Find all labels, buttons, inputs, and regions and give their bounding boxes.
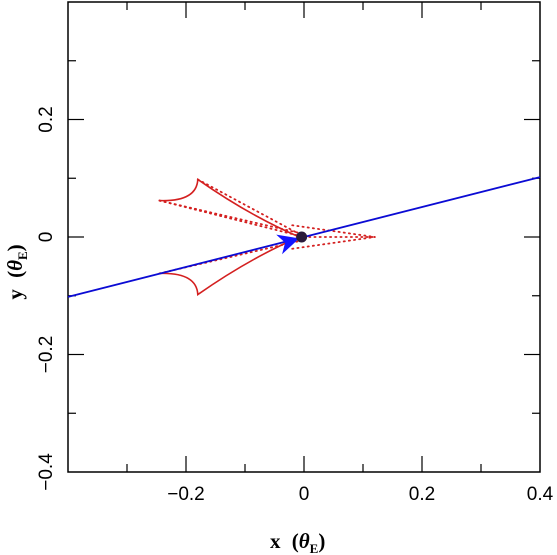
dotted-ray — [158, 199, 305, 238]
y-tick-label: −0.2 — [36, 336, 57, 374]
x-axis-label-sub: E — [310, 541, 319, 555]
x-tick-label: 0.2 — [409, 484, 435, 505]
y-tick-label: 0.2 — [36, 106, 57, 132]
y-axis-label-symbol: θ — [3, 260, 27, 271]
caustic-dots — [158, 199, 305, 235]
x-axis-label: x (θE) — [270, 529, 325, 555]
dotted-ray — [291, 236, 376, 250]
y-axis-label: y (θE) — [3, 244, 30, 299]
y-axis-label-sub: E — [15, 251, 30, 260]
y-tick-label: −0.4 — [36, 453, 57, 491]
x-axis-label-symbol: θ — [299, 529, 310, 553]
x-axis-label-main: x — [270, 529, 281, 553]
x-tick-label: 0.4 — [527, 484, 554, 505]
plot-area — [67, 176, 541, 298]
caustic-dots — [158, 239, 305, 275]
tick-labels: −0.2 0 0.2 0.4 −0.4 −0.2 0 0.2 — [36, 106, 554, 505]
lens-marker — [296, 231, 308, 243]
x-tick-label: 0 — [299, 484, 310, 505]
y-tick-label: 0 — [36, 232, 57, 243]
caustic-dots — [196, 178, 302, 236]
direction-arrow — [276, 234, 300, 255]
dotted-ray — [291, 224, 376, 238]
y-axis-label-main: y — [3, 289, 27, 300]
x-tick-label: −0.2 — [167, 484, 205, 505]
